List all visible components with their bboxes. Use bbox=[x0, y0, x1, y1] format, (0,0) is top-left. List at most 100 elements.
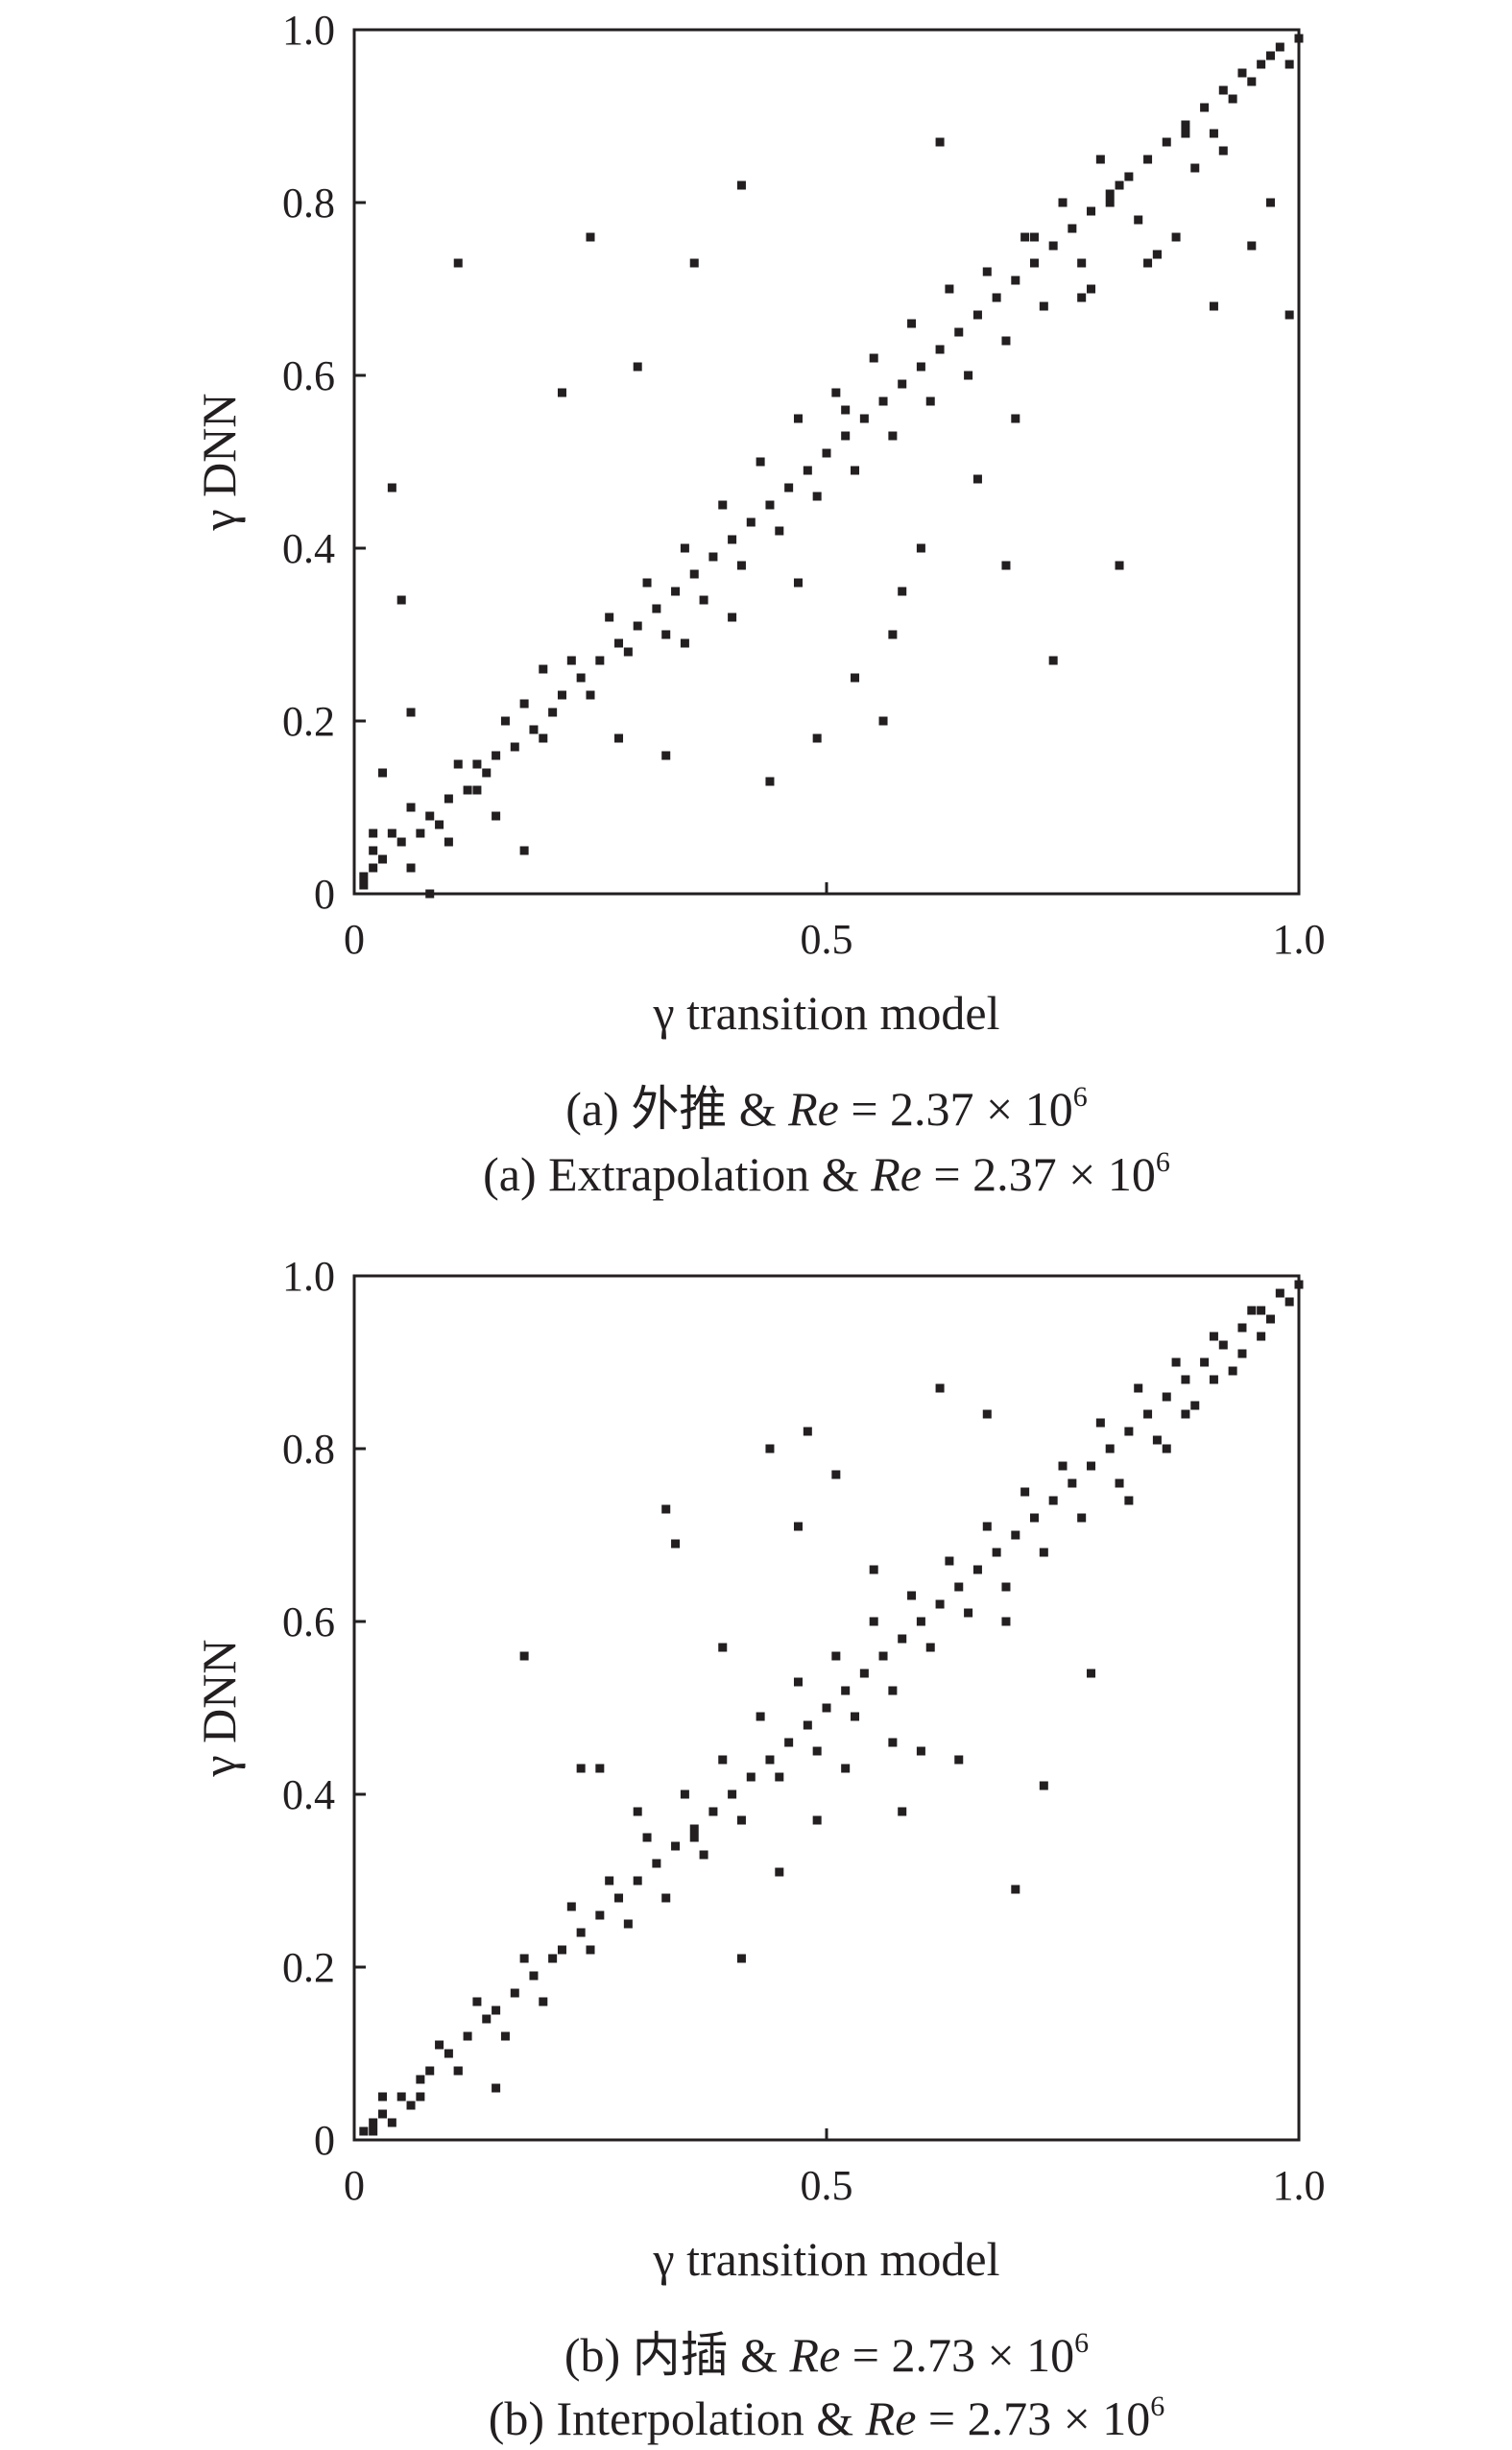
scatter-point bbox=[378, 2109, 388, 2119]
scatter-point bbox=[898, 1807, 907, 1816]
scatter-point bbox=[746, 517, 756, 527]
scatter-point bbox=[680, 638, 689, 648]
scatter-point bbox=[718, 1643, 728, 1652]
scatter-point bbox=[586, 232, 595, 242]
scatter-point bbox=[652, 1859, 661, 1868]
scatter-point bbox=[1011, 1885, 1020, 1894]
x-axis-label: γ transition model bbox=[653, 2232, 1000, 2286]
scatter-point bbox=[1190, 1401, 1200, 1410]
scatter-point bbox=[945, 284, 954, 294]
scatter-point bbox=[1237, 1323, 1247, 1333]
scatter-point bbox=[406, 708, 416, 717]
scatter-point bbox=[1011, 276, 1020, 285]
scatter-point bbox=[1087, 206, 1096, 216]
scatter-points bbox=[359, 34, 1304, 899]
scatter-point bbox=[1209, 1332, 1218, 1341]
scatter-point bbox=[472, 759, 482, 769]
y-tick-label: 0 bbox=[314, 871, 335, 918]
scatter-point bbox=[576, 1764, 586, 1773]
scatter-point bbox=[841, 1686, 851, 1695]
scatter-point bbox=[869, 1565, 878, 1574]
scatter-point bbox=[793, 578, 803, 588]
y-tick-label: 0.4 bbox=[282, 1771, 335, 1818]
scatter-point bbox=[671, 1539, 681, 1549]
scatter-point bbox=[954, 1755, 964, 1765]
scatter-point bbox=[416, 829, 425, 838]
scatter-point bbox=[444, 837, 453, 847]
scatter-point bbox=[1200, 1357, 1210, 1367]
scatter-point bbox=[1105, 198, 1115, 207]
scatter-point bbox=[1247, 1306, 1257, 1315]
scatter-point bbox=[1134, 215, 1143, 225]
caption-cn: (a) 外推 & Re = 2.37 × 106 bbox=[565, 1081, 1088, 1136]
scatter-point bbox=[1152, 250, 1162, 259]
y-tick-label: 0 bbox=[314, 2117, 335, 2164]
scatter-point bbox=[718, 1755, 728, 1765]
y-tick-label: 1.0 bbox=[282, 7, 335, 54]
panel-a-scatter: 0 0.2 0.4 0.6 0.8 1.0 0 0.5 1.0 γ transition mo… bbox=[192, 7, 1326, 1201]
scatter-point bbox=[623, 1919, 633, 1929]
scatter-point bbox=[1124, 172, 1134, 181]
scatter-point bbox=[964, 1608, 973, 1618]
scatter-point bbox=[472, 1997, 482, 2006]
scatter-point bbox=[935, 1383, 945, 1393]
scatter-point bbox=[1171, 1357, 1181, 1367]
scatter-point bbox=[916, 543, 925, 553]
scatter-point bbox=[1181, 129, 1190, 138]
scatter-point bbox=[1105, 189, 1115, 199]
scatter-point bbox=[1257, 1306, 1266, 1315]
scatter-point bbox=[406, 2101, 416, 2110]
scatter-point bbox=[1011, 414, 1020, 423]
scatter-point bbox=[803, 1720, 812, 1730]
scatter-point bbox=[765, 1444, 775, 1453]
scatter-point bbox=[1068, 1478, 1077, 1488]
scatter-point bbox=[728, 535, 737, 544]
x-tick-label: 1.0 bbox=[1273, 2162, 1326, 2209]
scatter-point bbox=[1001, 1582, 1011, 1592]
scatter-point bbox=[1181, 120, 1190, 130]
scatter-point bbox=[406, 863, 416, 873]
y-axis: 0 0.2 0.4 0.6 0.8 1.0 bbox=[282, 7, 366, 918]
scatter-point bbox=[576, 1928, 586, 1937]
scatter-point bbox=[425, 2066, 435, 2076]
scatter-point bbox=[1237, 1349, 1247, 1358]
scatter-point bbox=[1181, 1409, 1190, 1419]
scatter-point bbox=[369, 863, 378, 873]
scatter-point bbox=[888, 630, 898, 639]
scatter-point bbox=[916, 1746, 925, 1756]
scatter-point bbox=[812, 733, 822, 743]
scatter-point bbox=[396, 837, 406, 847]
scatter-point bbox=[595, 1764, 605, 1773]
scatter-point bbox=[519, 1954, 529, 1963]
scatter-point bbox=[1058, 198, 1068, 207]
scatter-point bbox=[557, 690, 566, 700]
scatter-point bbox=[378, 2092, 388, 2102]
scatter-point bbox=[566, 1902, 576, 1911]
scatter-point bbox=[642, 578, 652, 588]
scatter-point bbox=[539, 733, 548, 743]
scatter-point bbox=[831, 388, 841, 397]
scatter-point bbox=[1265, 198, 1275, 207]
scatter-point bbox=[812, 1815, 822, 1825]
scatter-point bbox=[972, 310, 982, 320]
scatter-point bbox=[435, 2040, 444, 2050]
scatter-point bbox=[642, 1833, 652, 1842]
scatter-point bbox=[746, 1772, 756, 1782]
scatter-point bbox=[1095, 155, 1105, 164]
scatter-point bbox=[557, 1945, 566, 1955]
scatter-point bbox=[689, 1833, 699, 1842]
scatter-point bbox=[614, 1893, 624, 1903]
scatter-point bbox=[775, 1772, 784, 1782]
scatter-point bbox=[699, 1850, 708, 1860]
scatter-point bbox=[595, 1910, 605, 1920]
scatter-point bbox=[1087, 1461, 1096, 1471]
scatter-point bbox=[756, 457, 765, 467]
scatter-point bbox=[416, 2075, 425, 2084]
scatter-point bbox=[605, 1876, 614, 1886]
scatter-point bbox=[888, 431, 898, 441]
scatter-point bbox=[1171, 232, 1181, 242]
scatter-point bbox=[859, 414, 869, 423]
scatter-point bbox=[623, 647, 633, 657]
scatter-point bbox=[784, 1738, 794, 1747]
scatter-point bbox=[964, 371, 973, 380]
